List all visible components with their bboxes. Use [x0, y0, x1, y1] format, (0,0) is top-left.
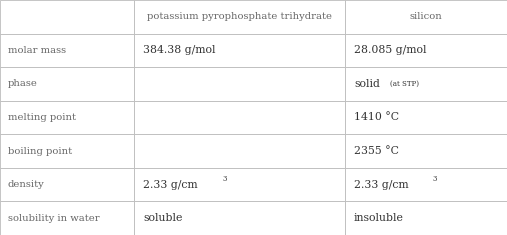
- Text: 3: 3: [432, 175, 437, 183]
- Bar: [0, 67, 134, 101]
- Bar: [0, 134, 134, 168]
- Bar: [134, 0, 345, 34]
- Bar: [345, 134, 507, 168]
- Bar: [345, 201, 507, 235]
- Bar: [134, 101, 345, 134]
- Text: insoluble: insoluble: [354, 213, 404, 223]
- Bar: [134, 134, 345, 168]
- Bar: [345, 34, 507, 67]
- Text: boiling point: boiling point: [8, 147, 71, 156]
- Bar: [0, 168, 134, 201]
- Bar: [0, 101, 134, 134]
- Text: 2.33 g/cm: 2.33 g/cm: [354, 180, 409, 190]
- Bar: [134, 34, 345, 67]
- Text: phase: phase: [8, 79, 38, 88]
- Text: density: density: [8, 180, 44, 189]
- Text: 2.33 g/cm: 2.33 g/cm: [143, 180, 198, 190]
- Text: 384.38 g/mol: 384.38 g/mol: [143, 45, 216, 55]
- Bar: [345, 0, 507, 34]
- Bar: [0, 34, 134, 67]
- Text: solubility in water: solubility in water: [8, 214, 99, 223]
- Text: soluble: soluble: [143, 213, 183, 223]
- Text: 1410 °C: 1410 °C: [354, 113, 399, 122]
- Bar: [345, 101, 507, 134]
- Bar: [134, 201, 345, 235]
- Bar: [0, 0, 134, 34]
- Bar: [345, 168, 507, 201]
- Bar: [134, 168, 345, 201]
- Text: 3: 3: [222, 175, 227, 183]
- Text: 2355 °C: 2355 °C: [354, 146, 399, 156]
- Text: 28.085 g/mol: 28.085 g/mol: [354, 45, 426, 55]
- Text: solid: solid: [354, 79, 380, 89]
- Text: melting point: melting point: [8, 113, 76, 122]
- Bar: [0, 201, 134, 235]
- Text: (at STP): (at STP): [390, 80, 419, 88]
- Text: molar mass: molar mass: [8, 46, 66, 55]
- Bar: [134, 67, 345, 101]
- Text: potassium pyrophosphate trihydrate: potassium pyrophosphate trihydrate: [147, 12, 332, 21]
- Bar: [345, 67, 507, 101]
- Text: silicon: silicon: [410, 12, 442, 21]
